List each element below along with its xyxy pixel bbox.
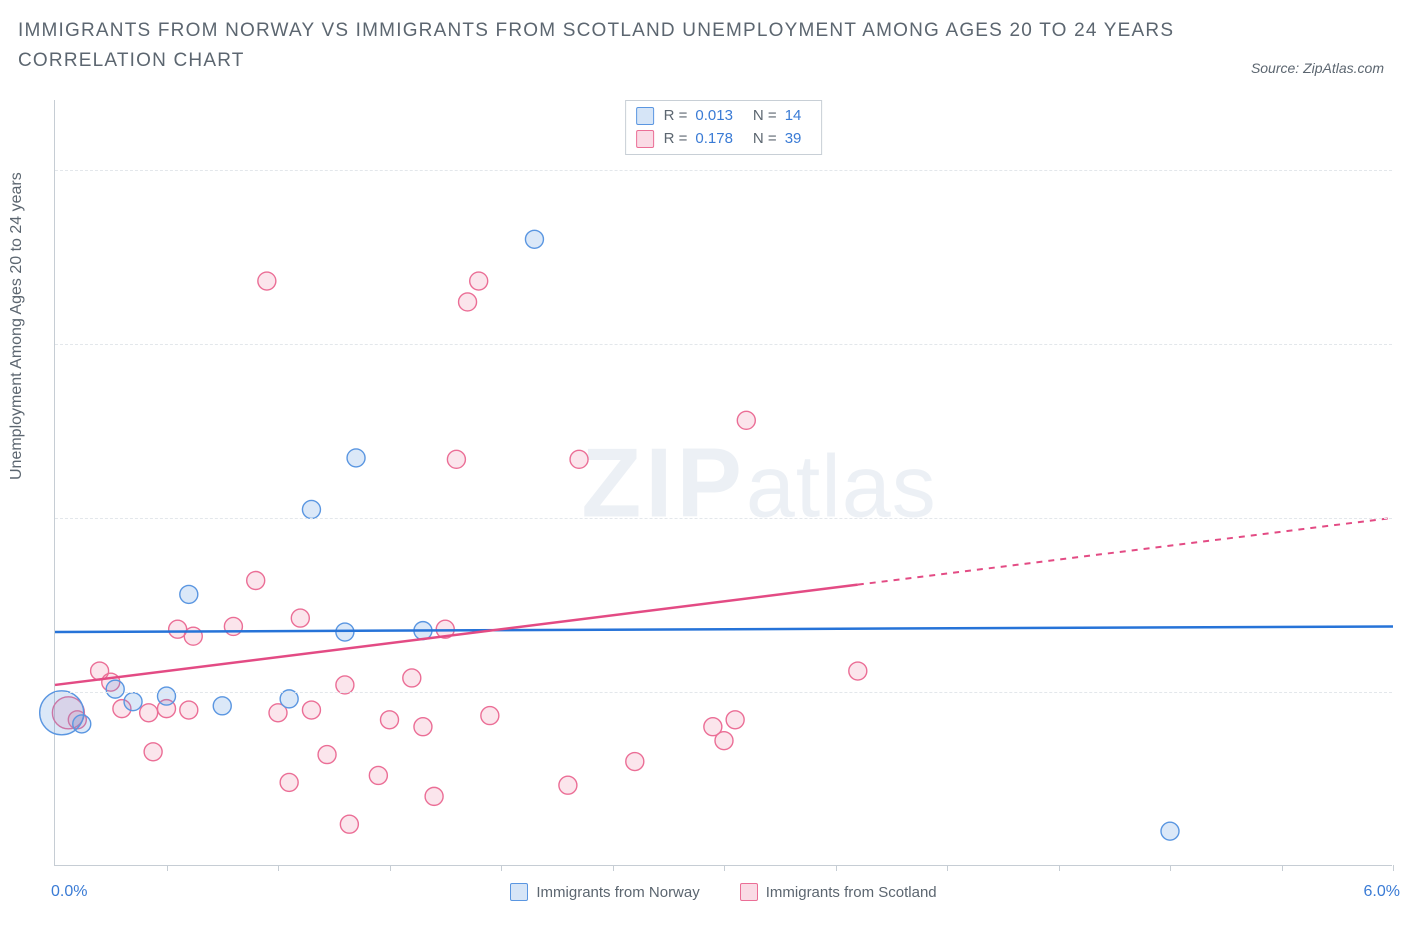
y-tick-label: 12.5% <box>1402 683 1406 701</box>
data-point <box>559 776 577 794</box>
n-label: N = <box>753 128 777 151</box>
data-point <box>414 718 432 736</box>
x-tick <box>1059 865 1060 871</box>
data-point <box>715 732 733 750</box>
swatch-blue <box>636 107 654 125</box>
swatch-pink <box>740 883 758 901</box>
data-point <box>302 500 320 518</box>
data-point <box>144 743 162 761</box>
x-tick <box>1282 865 1283 871</box>
series-name-norway: Immigrants from Norway <box>536 884 699 901</box>
x-tick <box>613 865 614 871</box>
plot-svg <box>55 100 1392 865</box>
r-value-scotland: 0.178 <box>695 128 733 151</box>
data-point <box>73 715 91 733</box>
data-point <box>726 711 744 729</box>
data-point <box>291 609 309 627</box>
data-point <box>447 450 465 468</box>
legend-item-scotland: Immigrants from Scotland <box>740 883 937 901</box>
data-point <box>340 815 358 833</box>
y-axis-title: Unemployment Among Ages 20 to 24 years <box>8 172 26 480</box>
trend-line-dashed <box>858 518 1393 585</box>
data-point <box>180 585 198 603</box>
data-point <box>481 707 499 725</box>
x-tick <box>501 865 502 871</box>
data-point <box>318 746 336 764</box>
x-tick <box>836 865 837 871</box>
chart-plot-area: ZIPatlas R = 0.013 N = 14 R = 0.178 N = … <box>54 100 1392 866</box>
legend-series: Immigrants from Norway Immigrants from S… <box>55 883 1392 901</box>
x-tick <box>947 865 948 871</box>
data-point <box>626 753 644 771</box>
y-tick-label: 50.0% <box>1402 161 1406 179</box>
x-tick <box>278 865 279 871</box>
data-point <box>124 693 142 711</box>
data-point <box>470 272 488 290</box>
data-point <box>403 669 421 687</box>
series-name-scotland: Immigrants from Scotland <box>766 884 937 901</box>
data-point <box>1161 822 1179 840</box>
x-tick <box>1393 865 1394 871</box>
gridline <box>55 344 1392 345</box>
legend-stats: R = 0.013 N = 14 R = 0.178 N = 39 <box>625 100 823 155</box>
r-value-norway: 0.013 <box>695 105 733 128</box>
n-value-norway: 14 <box>785 105 802 128</box>
n-value-scotland: 39 <box>785 128 802 151</box>
data-point <box>224 617 242 635</box>
n-label: N = <box>753 105 777 128</box>
y-tick-label: 25.0% <box>1402 509 1406 527</box>
gridline <box>55 692 1392 693</box>
data-point <box>369 766 387 784</box>
data-point <box>158 687 176 705</box>
x-axis-min-label: 0.0% <box>51 883 87 901</box>
data-point <box>280 773 298 791</box>
r-label: R = <box>664 105 688 128</box>
data-point <box>140 704 158 722</box>
data-point <box>737 411 755 429</box>
data-point <box>302 701 320 719</box>
data-point <box>258 272 276 290</box>
x-tick <box>167 865 168 871</box>
gridline <box>55 170 1392 171</box>
legend-row-norway: R = 0.013 N = 14 <box>636 105 812 128</box>
x-tick <box>1170 865 1171 871</box>
data-point <box>570 450 588 468</box>
data-point <box>247 571 265 589</box>
data-point <box>459 293 477 311</box>
swatch-blue <box>510 883 528 901</box>
data-point <box>525 230 543 248</box>
data-point <box>184 627 202 645</box>
gridline <box>55 518 1392 519</box>
data-point <box>347 449 365 467</box>
data-point <box>213 697 231 715</box>
trend-line-solid <box>55 626 1393 632</box>
data-point <box>425 787 443 805</box>
chart-title: IMMIGRANTS FROM NORWAY VS IMMIGRANTS FRO… <box>18 16 1206 77</box>
legend-row-scotland: R = 0.178 N = 39 <box>636 128 812 151</box>
legend-item-norway: Immigrants from Norway <box>510 883 699 901</box>
x-axis-max-label: 6.0% <box>1364 883 1400 901</box>
x-tick <box>390 865 391 871</box>
data-point <box>381 711 399 729</box>
x-tick <box>724 865 725 871</box>
source-label: Source: ZipAtlas.com <box>1251 60 1384 76</box>
data-point <box>106 680 124 698</box>
y-tick-label: 37.5% <box>1402 335 1406 353</box>
data-point <box>180 701 198 719</box>
swatch-pink <box>636 130 654 148</box>
r-label: R = <box>664 128 688 151</box>
data-point <box>849 662 867 680</box>
